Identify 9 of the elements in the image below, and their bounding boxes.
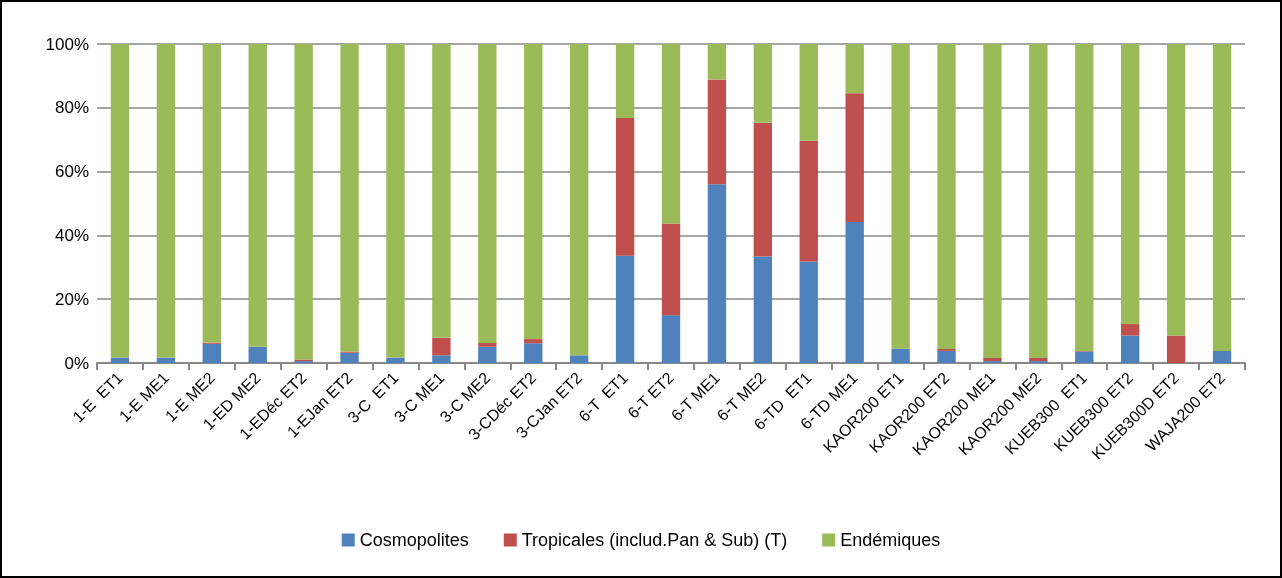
- y-tick-label: 80%: [54, 98, 89, 118]
- y-tick-label: 60%: [54, 162, 89, 182]
- y-tick-label: 40%: [54, 225, 89, 245]
- legend-label: Endémiques: [840, 530, 941, 550]
- legend-label: Cosmopolites: [359, 530, 469, 550]
- y-tick-label: 20%: [54, 289, 89, 309]
- y-tick-label: 0%: [64, 353, 89, 373]
- legend-label: Tropicales (includ.Pan & Sub) (T): [521, 530, 788, 550]
- y-tick-label: 100%: [45, 34, 89, 54]
